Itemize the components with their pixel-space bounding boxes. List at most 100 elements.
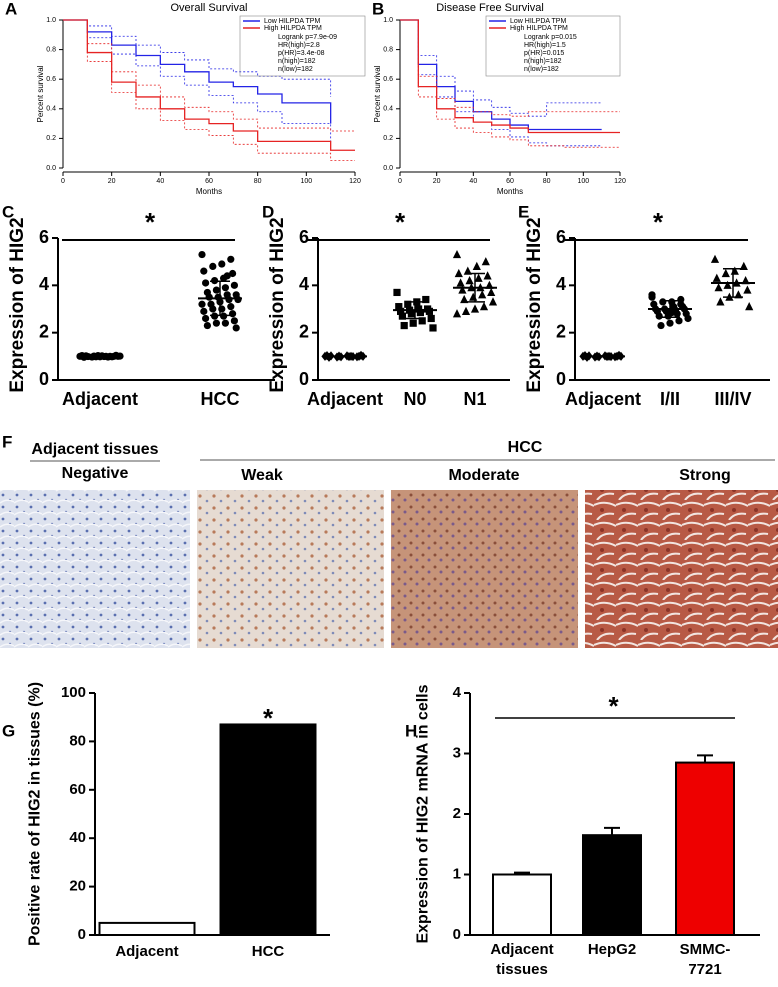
panel-label: D bbox=[262, 202, 274, 221]
annotation: p(HR)=3.4e-08 bbox=[278, 50, 325, 57]
data-point bbox=[205, 293, 213, 301]
data-point bbox=[659, 298, 667, 306]
confidence-band bbox=[63, 19, 355, 132]
section-heading: HCC bbox=[508, 439, 543, 456]
data-point bbox=[230, 317, 238, 325]
y-tick-label: 0.0 bbox=[383, 165, 393, 172]
y-tick-label: 6 bbox=[556, 227, 566, 247]
y-tick-label: 0.8 bbox=[46, 46, 56, 53]
data-point bbox=[212, 286, 220, 294]
data-point bbox=[456, 278, 465, 287]
y-tick-label: 3 bbox=[453, 744, 461, 761]
data-point bbox=[673, 310, 681, 318]
bar bbox=[492, 873, 552, 936]
y-tick-label: 0 bbox=[556, 369, 566, 389]
y-tick-label: 6 bbox=[39, 227, 49, 247]
x-tick-label: N0 bbox=[403, 389, 426, 409]
data-point bbox=[422, 295, 430, 304]
x-tick-label: 120 bbox=[349, 178, 361, 185]
y-tick-label: 2 bbox=[556, 321, 566, 341]
significance-mark: * bbox=[653, 207, 664, 237]
x-tick-label: Adjacent tissues bbox=[490, 941, 554, 978]
x-tick-label: 60 bbox=[506, 178, 514, 185]
y-tick-label: 4 bbox=[39, 274, 49, 294]
data-point bbox=[221, 284, 229, 292]
data-point bbox=[221, 319, 229, 327]
data-point bbox=[234, 295, 242, 304]
y-tick-label: 6 bbox=[299, 227, 309, 247]
y-tick-label: 2 bbox=[453, 805, 461, 822]
y-tick-label: 0 bbox=[78, 926, 86, 943]
data-point bbox=[454, 268, 463, 278]
annotation: p(HR)=0.015 bbox=[524, 50, 564, 57]
y-tick-label: 0 bbox=[39, 369, 49, 389]
y-tick-label: 0.2 bbox=[383, 135, 393, 142]
legend-box bbox=[239, 15, 366, 77]
y-tick-label: 0.0 bbox=[46, 165, 56, 172]
y-tick-label: 0 bbox=[453, 926, 461, 943]
data-point bbox=[230, 281, 238, 289]
x-tick-label: Adjacent bbox=[62, 389, 138, 409]
legend-label: High HILPDA TPM bbox=[510, 25, 568, 32]
data-point bbox=[200, 267, 208, 275]
data-point bbox=[232, 324, 240, 332]
x-tick-label: HCC bbox=[201, 389, 240, 409]
data-point bbox=[716, 297, 725, 306]
data-point bbox=[229, 269, 237, 278]
x-tick-label: HCC bbox=[251, 943, 285, 960]
x-tick-label: N1 bbox=[463, 389, 486, 409]
grade-label: Moderate bbox=[448, 467, 519, 484]
data-point bbox=[677, 300, 685, 308]
y-tick-label: 0.6 bbox=[46, 76, 56, 83]
data-point bbox=[209, 262, 217, 270]
data-point bbox=[198, 300, 206, 308]
tissue-image bbox=[0, 490, 190, 648]
data-point bbox=[407, 310, 415, 318]
legend-label: High HILPDA TPM bbox=[264, 25, 322, 32]
y-axis-label: Expression of HIG2 mRNA in cells bbox=[414, 684, 432, 944]
y-tick-label: 4 bbox=[299, 274, 309, 294]
y-tick-label: 1.0 bbox=[383, 17, 393, 24]
significance-mark: * bbox=[263, 703, 274, 733]
data-point bbox=[200, 307, 208, 315]
x-tick-label: 20 bbox=[433, 178, 441, 185]
panel-label: A bbox=[5, 0, 17, 18]
annotation: HR(high)=1.5 bbox=[524, 42, 566, 49]
survival-curve bbox=[63, 19, 332, 124]
y-tick-label: 0.6 bbox=[383, 76, 393, 83]
data-point bbox=[474, 273, 483, 282]
x-tick-label: HepG2 bbox=[587, 941, 637, 958]
y-tick-label: 2 bbox=[299, 321, 309, 341]
data-point bbox=[730, 266, 739, 275]
data-point bbox=[472, 261, 481, 270]
tissue-image bbox=[391, 490, 578, 648]
annotation: Logrank p=0.015 bbox=[524, 34, 577, 41]
panel-label: H bbox=[405, 721, 417, 740]
sd-whisker bbox=[723, 268, 743, 298]
y-axis-label: Expression of HIG2 bbox=[7, 217, 28, 392]
confidence-band bbox=[400, 19, 620, 117]
annotation: n(high)=182 bbox=[278, 58, 316, 65]
data-point bbox=[400, 321, 408, 330]
x-tick-label: 0 bbox=[398, 178, 402, 185]
survival-curve bbox=[400, 19, 620, 134]
sd-whisker bbox=[405, 301, 425, 320]
panel-label: F bbox=[2, 432, 12, 451]
panel-label: C bbox=[2, 202, 14, 221]
y-tick-label: 0.8 bbox=[383, 46, 393, 53]
x-tick-label: 40 bbox=[156, 178, 164, 185]
bar bbox=[675, 761, 735, 937]
bar bbox=[219, 723, 317, 937]
x-tick-label: 60 bbox=[205, 178, 213, 185]
chart-title: Overall Survival bbox=[170, 2, 247, 14]
y-tick-label: 1.0 bbox=[46, 17, 56, 24]
y-tick-label: 1 bbox=[453, 865, 461, 882]
data-point bbox=[418, 317, 426, 325]
x-tick-label: III/IV bbox=[714, 389, 751, 409]
confidence-band bbox=[63, 19, 332, 97]
y-tick-label: 20 bbox=[69, 878, 86, 895]
y-tick-label: 100 bbox=[61, 684, 86, 701]
sd-whisker bbox=[593, 355, 613, 358]
data-point bbox=[397, 307, 405, 315]
